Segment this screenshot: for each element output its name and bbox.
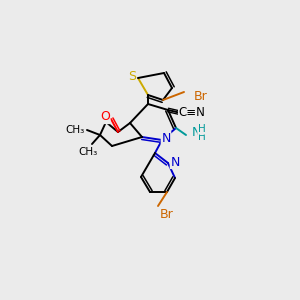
Text: N: N <box>170 155 180 169</box>
Text: Br: Br <box>194 89 208 103</box>
Text: Br: Br <box>160 208 174 221</box>
Text: S: S <box>128 70 136 83</box>
Text: H: H <box>198 124 206 134</box>
Text: N: N <box>191 127 201 140</box>
Text: CH₃: CH₃ <box>78 147 98 157</box>
Text: N: N <box>161 131 171 145</box>
Text: CH₃: CH₃ <box>65 125 85 135</box>
Text: C≡N: C≡N <box>178 106 206 118</box>
Text: H: H <box>198 132 206 142</box>
Text: O: O <box>100 110 110 124</box>
